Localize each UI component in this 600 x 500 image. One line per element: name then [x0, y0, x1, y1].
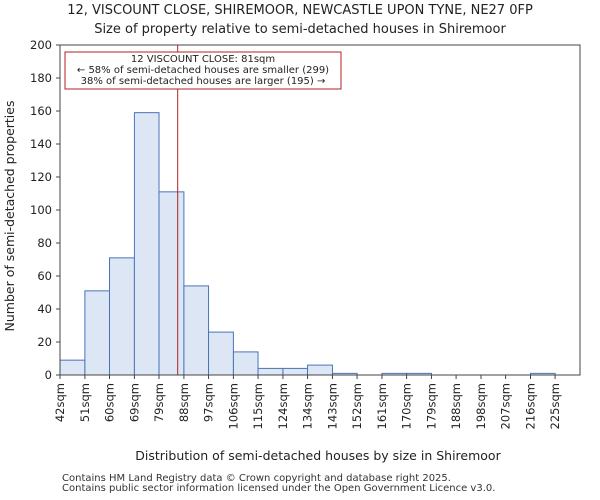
x-tick-label-88sqm: 88sqm [177, 383, 191, 422]
y-tick-label-100: 100 [30, 203, 52, 217]
x-tick-label-198sqm: 198sqm [474, 383, 488, 429]
x-tick-label-170sqm: 170sqm [400, 383, 414, 429]
x-tick-label-207sqm: 207sqm [499, 383, 513, 429]
histogram-bar-69sqm [133, 112, 160, 376]
x-tick-label-97sqm: 97sqm [202, 383, 216, 422]
x-tick-label-161sqm: 161sqm [375, 383, 389, 429]
x-tick-label-179sqm: 179sqm [424, 383, 438, 429]
x-tick-label-79sqm: 79sqm [152, 383, 166, 422]
x-tick-label-115sqm: 115sqm [251, 383, 265, 429]
y-tick-label-40: 40 [37, 302, 52, 316]
histogram-bar-106sqm [232, 351, 259, 376]
x-tick-label-134sqm: 134sqm [301, 383, 315, 429]
x-tick-label-42sqm: 42sqm [53, 383, 67, 422]
annotation-box: 12 VISCOUNT CLOSE: 81sqm ← 58% of semi-d… [64, 51, 342, 90]
footer-line-2: Contains public sector information licen… [62, 483, 496, 494]
x-tick-label-143sqm: 143sqm [325, 383, 339, 429]
histogram-bar-124sqm [282, 367, 309, 376]
y-tick-label-20: 20 [37, 335, 52, 349]
x-tick-label-69sqm: 69sqm [127, 383, 141, 422]
x-tick-label-225sqm: 225sqm [548, 383, 562, 429]
footer-line-1: Contains HM Land Registry data © Crown c… [62, 473, 451, 484]
annotation-line-2: ← 58% of semi-detached houses are smalle… [77, 65, 329, 76]
histogram-bar-134sqm [307, 364, 333, 376]
annotation-line-3: 38% of semi-detached houses are larger (… [81, 76, 326, 87]
y-tick-label-60: 60 [37, 269, 52, 283]
chart-title: 12, VISCOUNT CLOSE, SHIREMOOR, NEWCASTLE… [67, 3, 533, 18]
y-tick-label-160: 160 [30, 104, 52, 118]
y-tick-label-120: 120 [30, 170, 52, 184]
annotation-frame [64, 51, 342, 90]
histogram-bar-51sqm [84, 290, 111, 376]
histogram-bar-88sqm [183, 285, 210, 376]
y-tick-label-180: 180 [30, 71, 52, 85]
x-axis-label: Distribution of semi-detached houses by … [135, 448, 501, 463]
x-tick-label-152sqm: 152sqm [350, 383, 364, 429]
histogram-bar-115sqm [257, 367, 284, 376]
histogram-bar-60sqm [109, 257, 135, 376]
histogram-bar-42sqm [59, 359, 86, 376]
histogram-bar-97sqm [208, 331, 234, 376]
histogram-bar-79sqm [158, 191, 185, 376]
x-tick-label-124sqm: 124sqm [276, 383, 290, 429]
x-tick-label-216sqm: 216sqm [523, 383, 537, 429]
y-tick-label-80: 80 [37, 236, 52, 250]
x-tick-label-106sqm: 106sqm [226, 383, 240, 429]
y-tick-label-200: 200 [30, 38, 52, 52]
x-tick-label-188sqm: 188sqm [449, 383, 463, 429]
y-tick-label-140: 140 [30, 137, 52, 151]
chart-subtitle: Size of property relative to semi-detach… [94, 22, 506, 37]
y-tick-label-0: 0 [45, 368, 52, 382]
x-tick-label-60sqm: 60sqm [103, 383, 117, 422]
x-tick-label-51sqm: 51sqm [78, 383, 92, 422]
y-axis-label: Number of semi-detached properties [2, 101, 17, 332]
annotation-line-1: 12 VISCOUNT CLOSE: 81sqm [131, 54, 275, 65]
